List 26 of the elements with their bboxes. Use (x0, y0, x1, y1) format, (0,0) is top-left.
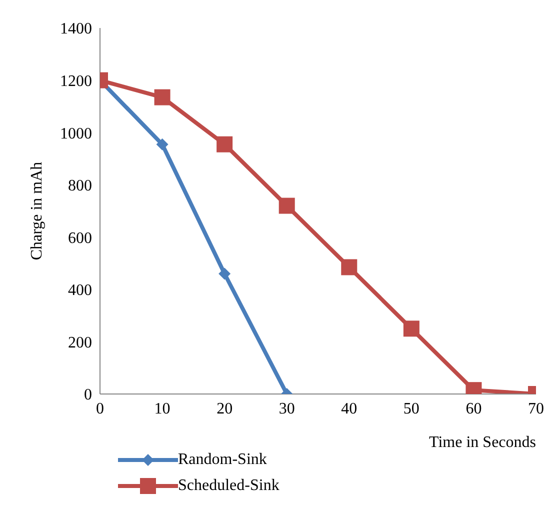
y-tick-label: 1400 (60, 20, 92, 38)
point (216, 136, 233, 152)
x-tick-label: 30 (278, 400, 295, 418)
legend-label: Scheduled-Sink (178, 477, 280, 495)
y-tick-label: 200 (68, 334, 92, 352)
y-tick-label: 600 (68, 230, 92, 247)
y-tick-label: 0 (84, 386, 92, 404)
y-axis-title: Charge in mAh (28, 162, 46, 260)
point (341, 259, 358, 276)
x-axis-title: Time in Seconds (429, 434, 536, 451)
y-tick-label: 400 (68, 282, 92, 300)
x-tick-label: 40 (341, 400, 358, 418)
point (156, 138, 168, 150)
y-tick-label: 1000 (60, 125, 92, 142)
point (278, 198, 295, 214)
x-tick-label: 50 (403, 400, 420, 418)
x-tick-label: 20 (216, 400, 233, 418)
x-tick-label: 0 (96, 400, 104, 418)
legend-label: Random-Sink (178, 451, 267, 469)
point (218, 268, 231, 280)
x-tick-label: 70 (528, 400, 544, 418)
y-tick-label: 800 (68, 178, 92, 195)
x-tick-label: 10 (154, 400, 170, 418)
x-tick-label: 60 (466, 400, 482, 418)
y-tick-label: 1200 (60, 72, 92, 90)
point (154, 89, 170, 106)
